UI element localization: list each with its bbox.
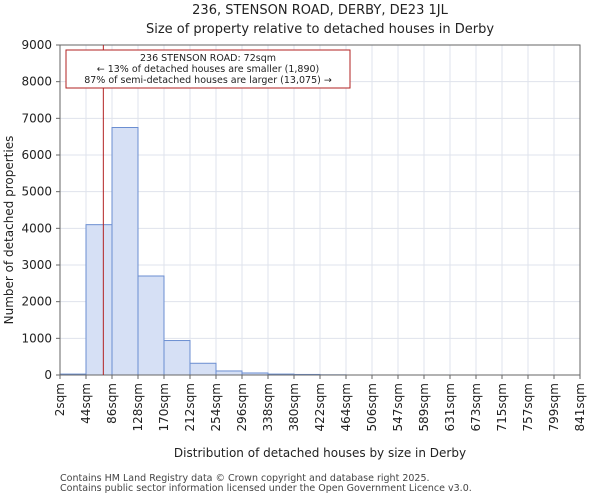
bar-44sqm xyxy=(85,224,113,376)
y-tick-label: 1000 xyxy=(21,331,52,345)
footer-copyright: Contains HM Land Registry data © Crown c… xyxy=(60,473,430,484)
y-tick-label: 4000 xyxy=(21,221,52,235)
x-tick-label: 422sqm xyxy=(313,383,327,431)
x-tick-label: 128sqm xyxy=(131,383,145,431)
x-tick-label: 464sqm xyxy=(339,383,353,431)
bar-170sqm xyxy=(163,340,191,376)
x-axis-label: Distribution of detached houses by size … xyxy=(174,446,466,460)
y-tick-label: 9000 xyxy=(21,38,52,52)
footer-licence: Contains public sector information licen… xyxy=(60,483,472,494)
y-tick-label: 5000 xyxy=(21,185,52,199)
annotation-line-3: 87% of semi-detached houses are larger (… xyxy=(84,75,332,86)
x-tick-label: 44sqm xyxy=(79,383,93,424)
chart-title: 236, STENSON ROAD, DERBY, DE23 1JL xyxy=(192,3,448,18)
y-tick-labels: 0 1000 2000 3000 4000 5000 6000 7000 8000 9000 xyxy=(21,38,60,382)
x-tick-label: 506sqm xyxy=(365,383,379,431)
y-tick-label: 3000 xyxy=(21,258,52,272)
bars xyxy=(59,127,347,376)
annotation-line-2: ← 13% of detached houses are smaller (1,… xyxy=(97,64,320,75)
y-tick-label: 0 xyxy=(44,368,52,382)
x-tick-label: 673sqm xyxy=(469,383,483,431)
annotation-line-1: 236 STENSON ROAD: 72sqm xyxy=(140,53,276,64)
x-tick-label: 757sqm xyxy=(521,383,535,431)
x-tick-label: 841sqm xyxy=(573,383,587,431)
bar-86sqm xyxy=(111,127,139,376)
y-tick-label: 2000 xyxy=(21,295,52,309)
bar-254sqm xyxy=(215,370,243,376)
x-tick-label: 799sqm xyxy=(547,383,561,431)
x-tick-label: 715sqm xyxy=(495,383,509,431)
annotation-frame xyxy=(65,49,351,89)
annotation-box: 236 STENSON ROAD: 72sqm ← 13% of detache… xyxy=(65,49,351,89)
x-tick-label: 380sqm xyxy=(287,383,301,431)
x-tick-label: 86sqm xyxy=(105,383,119,424)
x-tick-label: 212sqm xyxy=(183,383,197,431)
x-tick-label: 589sqm xyxy=(417,383,431,431)
y-tick-label: 7000 xyxy=(21,111,52,125)
x-tick-label: 254sqm xyxy=(209,383,223,431)
x-tick-label: 170sqm xyxy=(157,383,171,431)
x-tick-label: 631sqm xyxy=(443,383,457,431)
chart-subtitle: Size of property relative to detached ho… xyxy=(146,22,494,37)
bar-128sqm xyxy=(137,275,165,376)
y-tick-label: 8000 xyxy=(21,75,52,89)
bar-212sqm xyxy=(189,362,217,376)
y-axis-label: Number of detached properties xyxy=(2,136,16,325)
x-tick-label: 338sqm xyxy=(261,383,275,431)
x-tick-labels: 2sqm 44sqm 86sqm 128sqm 170sqm 212sqm 254sqm 29… xyxy=(53,375,587,431)
x-tick-label: 2sqm xyxy=(53,383,67,416)
y-tick-label: 6000 xyxy=(21,148,52,162)
x-tick-label: 547sqm xyxy=(391,383,405,431)
x-tick-label: 296sqm xyxy=(235,383,249,431)
